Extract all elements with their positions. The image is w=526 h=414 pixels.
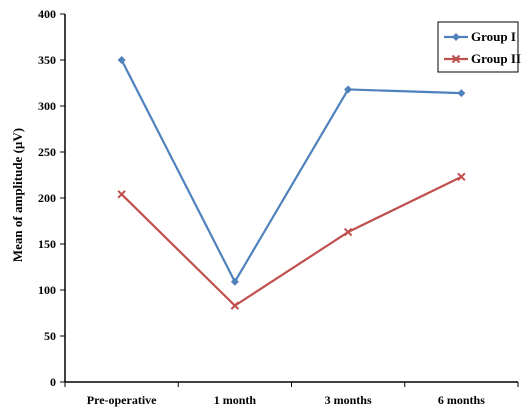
series-group (117, 56, 466, 310)
legend-box (437, 21, 519, 73)
series-line (120, 59, 462, 283)
x-tick-label: 3 months (325, 393, 372, 407)
x-marker (343, 227, 353, 237)
y-tick-label: 250 (38, 145, 56, 159)
y-tick-label: 300 (38, 99, 56, 113)
y-axis-title: Mean of amplitude (µV) (10, 128, 25, 262)
y-tick-label: 200 (38, 191, 56, 205)
x-tick-label: 6 months (438, 393, 485, 407)
x-marker-stroke (230, 301, 240, 310)
x-tick-label: 1 month (214, 393, 257, 407)
diamond-marker (457, 89, 466, 98)
x-marker-stroke (343, 227, 353, 237)
y-tick-label: 0 (50, 375, 56, 389)
y-tick-label: 150 (38, 237, 56, 251)
series-line (120, 175, 462, 307)
legend-label: Group I (471, 29, 516, 44)
legend-item: Group II (444, 51, 521, 66)
x-marker (457, 172, 466, 182)
legend-label: Group II (471, 51, 521, 66)
x-marker (451, 54, 461, 64)
y-tick-label: 100 (38, 283, 56, 297)
y-tick-label: 50 (44, 329, 56, 343)
series-2 (117, 172, 466, 310)
y-tick-label: 350 (38, 53, 56, 67)
x-marker (230, 301, 240, 310)
y-tick-label: 400 (38, 7, 56, 21)
x-axis-ticks: Pre-operative 1 month 3 months 6 months (64, 382, 519, 407)
x-tick-label: Pre-operative (87, 393, 157, 407)
x-marker (117, 190, 126, 199)
diamond-marker (230, 277, 239, 286)
diamond-marker (117, 56, 126, 64)
x-marker-stroke (451, 54, 461, 64)
legend-item: Group I (444, 29, 516, 44)
diamond-marker (452, 33, 460, 41)
series-1 (117, 56, 466, 286)
y-axis-ticks: 0 50 100 150 200 250 300 350 400 (38, 7, 65, 389)
legend: Group I Group II (437, 21, 521, 73)
x-marker-stroke (117, 190, 126, 199)
diamond-marker (344, 85, 353, 94)
x-marker-stroke (457, 172, 466, 182)
